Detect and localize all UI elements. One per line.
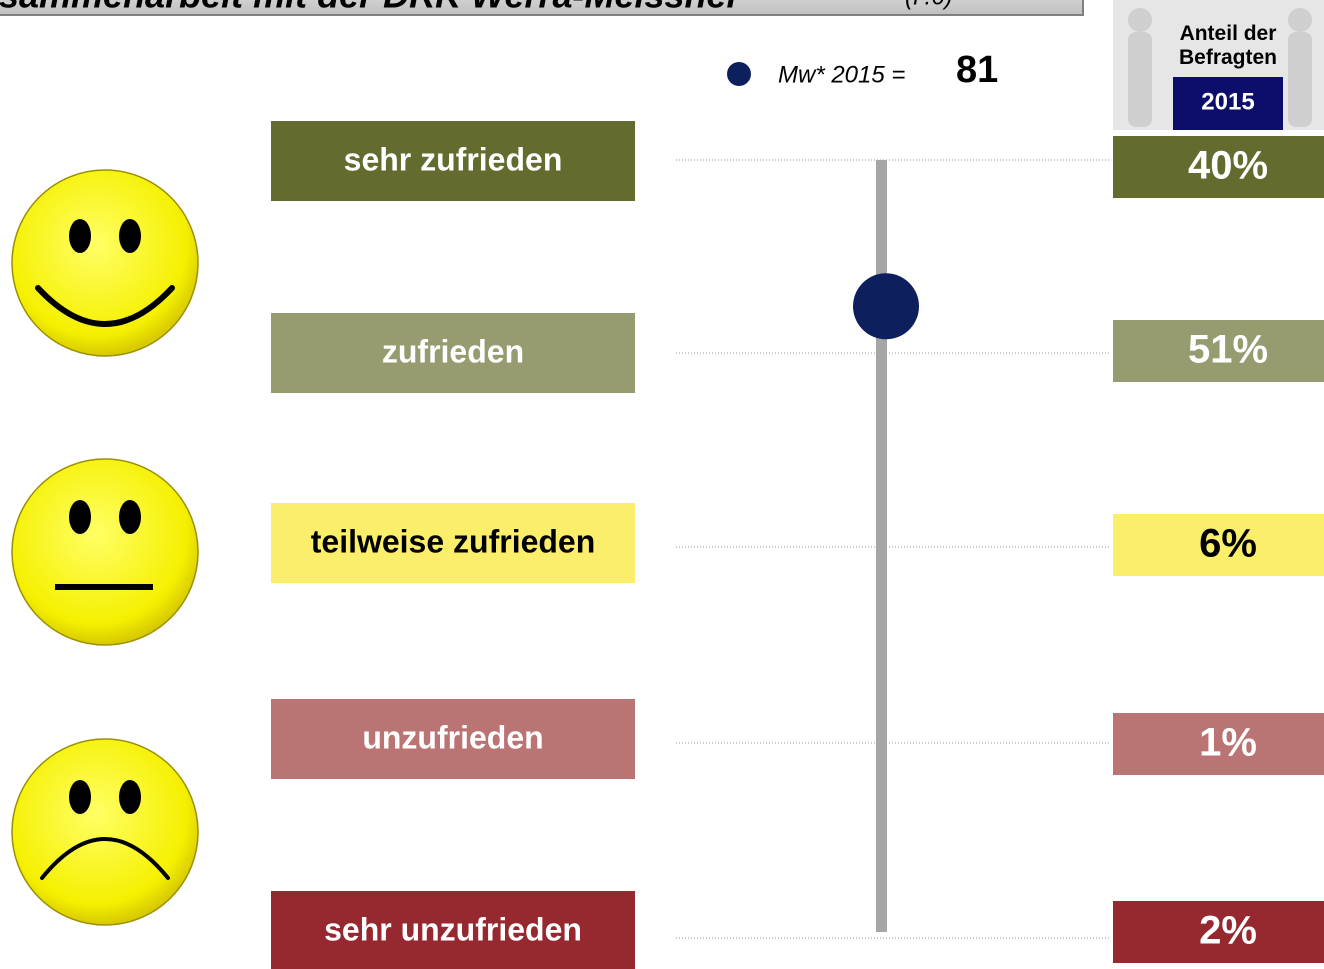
category-label: teilweise zufrieden	[311, 523, 596, 559]
category-label: sehr unzufrieden	[324, 911, 582, 947]
share-box	[1113, 320, 1324, 382]
share-label: 1%	[1199, 721, 1257, 765]
mean-dot	[853, 273, 919, 340]
share-label: 6%	[1199, 522, 1257, 566]
scale-axis	[876, 160, 887, 932]
category-label: zufrieden	[382, 333, 524, 369]
category-box	[271, 503, 635, 583]
smiley-sad	[11, 738, 199, 926]
share-label: 2%	[1199, 909, 1257, 953]
category-label: unzufrieden	[362, 719, 543, 755]
category-label: sehr zufrieden	[344, 141, 563, 177]
smiley-neutral	[11, 458, 199, 646]
header-year: 2015	[1201, 88, 1254, 115]
year-box	[1173, 77, 1283, 130]
category-box	[271, 699, 635, 779]
title-bar	[0, 0, 1084, 16]
share-label: 40%	[1188, 144, 1268, 188]
legend-mean: 81	[956, 49, 998, 91]
category-box	[271, 121, 635, 201]
header-label: Anteil der Befragten	[1179, 22, 1277, 69]
title-note: (F.6)	[905, 0, 953, 10]
legend-label: Mw* 2015 =	[778, 61, 905, 88]
share-label: 51%	[1188, 328, 1268, 372]
share-box	[1113, 713, 1324, 775]
smiley-happy	[11, 169, 199, 357]
people-silhouettes	[1128, 8, 1312, 127]
share-box	[1113, 514, 1324, 576]
legend-marker	[727, 62, 751, 86]
share-box	[1113, 901, 1324, 963]
category-box	[271, 313, 635, 393]
category-box	[271, 891, 635, 969]
chart-title: Zusammenarbeit mit der DRK Werra-Meissne…	[0, 0, 743, 16]
share-box	[1113, 136, 1324, 198]
